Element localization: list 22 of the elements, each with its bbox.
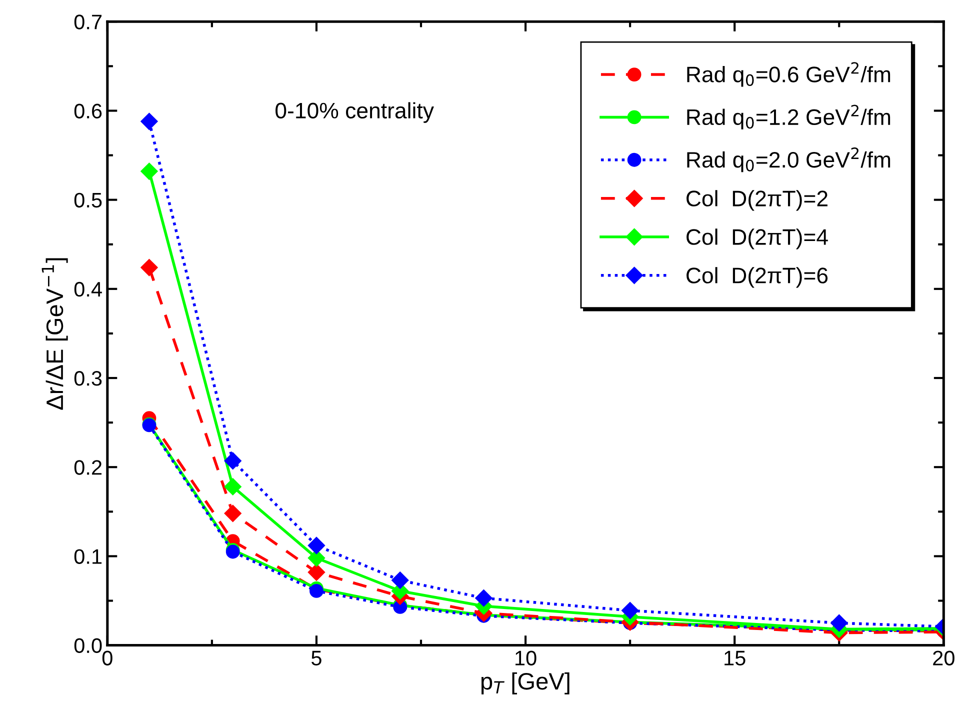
x-tick-label: 20 xyxy=(933,650,954,666)
y-tick-label: 0.2 xyxy=(74,460,102,475)
legend-label: Col D(2πT)=6 xyxy=(686,267,828,288)
y-tick-label: 0.4 xyxy=(74,282,102,297)
x-axis-title: p$_{T}$ [GeV] xyxy=(481,672,570,694)
legend-label: Col D(2πT)=4 xyxy=(686,228,828,250)
y-tick-label: 0.3 xyxy=(74,371,102,386)
legend-label: Col D(2πT)=2 xyxy=(686,190,828,211)
y-tick-label: 0.5 xyxy=(74,192,102,208)
x-tick-label: 0 xyxy=(102,650,112,666)
y-tick-label: 0.7 xyxy=(74,14,102,30)
x-tick-label: 5 xyxy=(312,650,322,666)
annotation: 0-10% centrality xyxy=(276,102,434,123)
x-tick-label: 15 xyxy=(724,650,746,666)
y-tick-label: 0.1 xyxy=(74,549,102,564)
legend-label: Rad q$_{0}$=1.2 GeV$^{2}$/fm xyxy=(687,104,890,130)
legend-label: Rad q$_{0}$=0.6 GeV$^{2}$/fm xyxy=(687,62,890,87)
y-tick-label: 0.6 xyxy=(74,104,102,118)
x-tick-label: 10 xyxy=(516,650,536,666)
y-tick-label: 0.0 xyxy=(74,638,102,654)
y-axis-title: Δr/ΔE [GeV$^{−1}$] xyxy=(42,258,68,410)
legend-label: Rad q$_{0}$=2.0 GeV$^{2}$/fm xyxy=(687,147,890,172)
